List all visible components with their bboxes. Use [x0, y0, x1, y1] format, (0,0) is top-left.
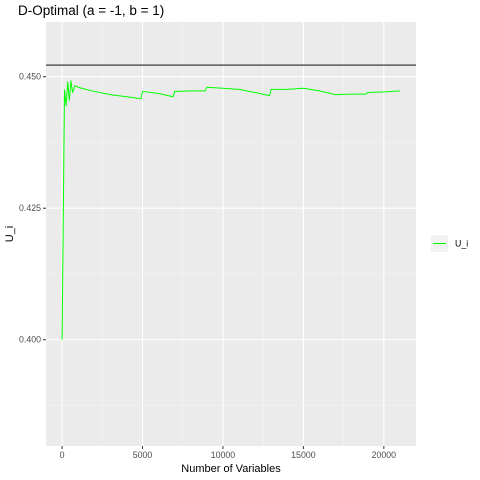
chart-title: D-Optimal (a = -1, b = 1): [18, 3, 164, 18]
y-tick-label: 0.425: [19, 203, 41, 213]
legend-label-u-i: U_i: [455, 239, 468, 249]
y-tick-label: 0.450: [19, 72, 41, 82]
x-tick-label: 10000: [211, 450, 236, 460]
x-tick-label: 0: [60, 450, 65, 460]
grid-major: [46, 22, 416, 446]
x-tick-label: 5000: [133, 450, 153, 460]
x-axis-title: Number of Variables: [181, 463, 281, 475]
x-tick-label: 20000: [372, 450, 397, 460]
x-tick-label: 15000: [291, 450, 316, 460]
x-axis: 0 5000 10000 15000 20000: [60, 446, 397, 460]
series-line-u-i: [61, 80, 400, 340]
y-axis: 0.400 0.425 0.450: [19, 72, 46, 345]
series-layer: [61, 80, 400, 340]
plot-panel: [46, 22, 416, 446]
y-tick-label: 0.400: [19, 335, 41, 345]
grid-minor: [46, 22, 416, 446]
y-axis-title: U_i: [4, 226, 16, 243]
legend: U_i: [431, 235, 468, 252]
